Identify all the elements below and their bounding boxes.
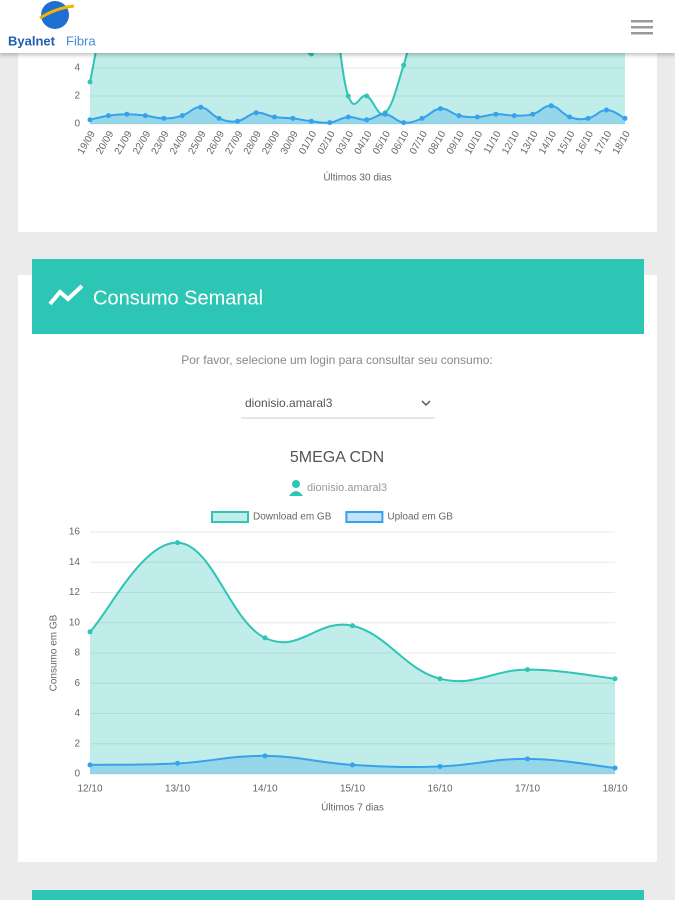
point bbox=[175, 540, 180, 546]
area bbox=[90, 755, 615, 774]
y-tick-label: 0 bbox=[74, 119, 80, 130]
menu-icon[interactable] bbox=[631, 32, 653, 35]
point bbox=[290, 115, 296, 121]
x-axis-label: Últimos 30 dias bbox=[323, 171, 391, 184]
line bbox=[89, 0, 586, 115]
card-header bbox=[32, 259, 644, 334]
point bbox=[142, 113, 148, 119]
point bbox=[87, 762, 93, 768]
point bbox=[179, 113, 185, 119]
chart-icon bbox=[48, 284, 84, 306]
x-tick-label: 18/10 bbox=[602, 784, 627, 795]
point bbox=[622, 115, 628, 121]
x-tick-label: 14/10 bbox=[252, 784, 277, 795]
point bbox=[401, 62, 407, 68]
menu-icon[interactable] bbox=[631, 20, 653, 23]
point bbox=[262, 753, 268, 759]
point bbox=[401, 120, 407, 126]
x-tick-label: 13/10 bbox=[165, 784, 190, 795]
point bbox=[350, 623, 355, 629]
y-axis-label: Consumo em GB bbox=[49, 614, 60, 691]
point bbox=[87, 629, 93, 635]
header: Byalnet Fibra bbox=[0, 0, 675, 53]
area bbox=[90, 542, 615, 774]
prompt: Por favor, selecione um login para consu… bbox=[181, 353, 493, 367]
point bbox=[493, 111, 499, 117]
point bbox=[216, 115, 222, 121]
point bbox=[345, 93, 351, 99]
point bbox=[87, 117, 93, 123]
point bbox=[525, 756, 530, 762]
menu-icon[interactable] bbox=[631, 26, 653, 29]
user-icon bbox=[292, 480, 300, 488]
point bbox=[262, 635, 268, 641]
chart-title: 5MEGA CDN bbox=[290, 449, 384, 466]
chevron bbox=[421, 400, 431, 407]
y-tick-label: 4 bbox=[74, 63, 80, 74]
point bbox=[161, 115, 167, 121]
point bbox=[437, 763, 443, 769]
legend-label: Upload em GB bbox=[387, 512, 453, 523]
point bbox=[105, 113, 111, 119]
y-tick-label: 14 bbox=[69, 557, 81, 568]
point bbox=[198, 104, 204, 110]
point bbox=[456, 113, 462, 119]
point bbox=[350, 762, 355, 768]
point bbox=[271, 114, 277, 120]
legend-swatch bbox=[211, 511, 249, 523]
logo-sub: Fibra bbox=[66, 33, 96, 48]
y-tick-label: 10 bbox=[69, 617, 81, 628]
user-icon bbox=[289, 491, 303, 496]
point bbox=[511, 113, 517, 119]
point bbox=[419, 115, 425, 121]
point bbox=[525, 667, 530, 673]
point bbox=[87, 79, 93, 85]
x-tick-label: 16/10 bbox=[427, 784, 452, 795]
point bbox=[327, 120, 333, 126]
login-select[interactable]: dionisio.amaral3 bbox=[245, 396, 333, 410]
point bbox=[612, 765, 618, 771]
legend-swatch bbox=[345, 511, 384, 523]
point bbox=[364, 93, 370, 99]
point bbox=[382, 111, 388, 117]
y-tick-label: 0 bbox=[74, 769, 80, 780]
y-tick-label: 12 bbox=[69, 587, 81, 598]
point bbox=[235, 118, 241, 124]
point bbox=[253, 110, 259, 116]
x-tick-label: 15/10 bbox=[340, 784, 365, 795]
point bbox=[530, 111, 536, 117]
point bbox=[364, 117, 370, 123]
next-card-header bbox=[32, 890, 644, 900]
y-tick-label: 2 bbox=[74, 738, 80, 749]
logo-swoosh bbox=[39, 4, 75, 20]
y-tick-label: 16 bbox=[69, 527, 81, 538]
user-name: dionisio.amaral3 bbox=[307, 482, 387, 494]
x-axis-label: Últimos 7 dias bbox=[321, 801, 384, 814]
point bbox=[604, 107, 610, 113]
y-tick-label: 2 bbox=[74, 91, 80, 102]
y-tick-label: 4 bbox=[74, 708, 80, 719]
x-tick-label: 12/10 bbox=[77, 784, 102, 795]
logo: Byalnet bbox=[8, 33, 56, 48]
y-tick-label: 6 bbox=[74, 678, 80, 689]
point bbox=[585, 115, 591, 121]
y-tick-label: 8 bbox=[74, 648, 80, 659]
section-title: Consumo Semanal bbox=[93, 287, 263, 309]
point bbox=[124, 111, 130, 117]
point bbox=[345, 114, 351, 120]
point bbox=[308, 118, 314, 124]
header-art: Byalnet Fibra bbox=[8, 1, 653, 48]
point bbox=[474, 114, 480, 120]
point bbox=[548, 103, 554, 109]
point bbox=[437, 676, 443, 682]
point bbox=[175, 760, 180, 766]
x-tick-label: 17/10 bbox=[515, 784, 540, 795]
legend-label: Download em GB bbox=[253, 512, 332, 523]
point bbox=[567, 114, 573, 120]
point bbox=[612, 676, 618, 682]
area bbox=[90, 105, 625, 124]
point bbox=[438, 106, 444, 112]
